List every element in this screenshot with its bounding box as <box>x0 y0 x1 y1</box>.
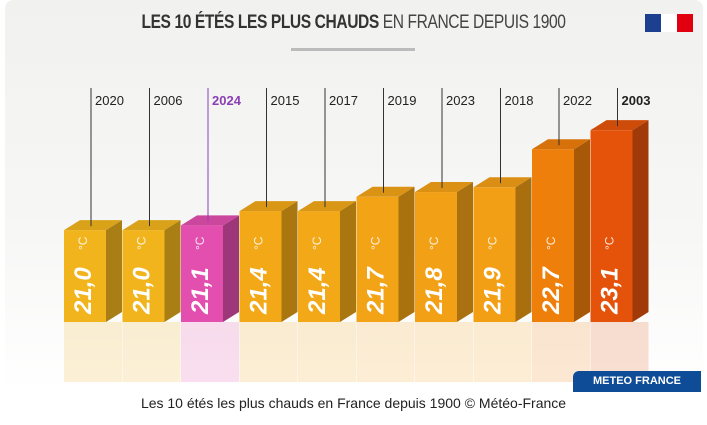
bar-front <box>590 130 633 322</box>
caption: Les 10 étés les plus chauds en France de… <box>140 395 567 411</box>
bar-reflection <box>181 322 239 382</box>
bar-2022: 2022 22,7 °C <box>532 88 592 382</box>
value-label: 23,1 <box>597 267 624 315</box>
year-label: 2020 <box>95 93 124 108</box>
bar-side <box>281 201 298 322</box>
value-label: 22,7 <box>538 266 565 315</box>
bar-side <box>223 215 239 322</box>
unit-label: °C <box>135 236 149 250</box>
bar-2003: 2003 23,1 °C <box>590 88 651 382</box>
value-label: 21,8 <box>421 267 448 315</box>
bar-top <box>590 120 649 131</box>
unit-label: °C <box>486 236 500 250</box>
bar-side <box>515 177 532 322</box>
unit-label: °C <box>193 236 207 250</box>
bar-side <box>340 201 356 322</box>
bar-front <box>64 230 106 322</box>
bar-reflection <box>356 322 415 382</box>
bar-2017: 2017 21,4 °C <box>298 88 358 382</box>
unit-label: °C <box>427 236 441 250</box>
bar-front <box>356 196 399 322</box>
bar-reflection <box>473 322 532 382</box>
unit-label: °C <box>544 236 558 250</box>
bar-top <box>181 215 239 226</box>
bar-chart: 2020 21,0 °C 2006 21,0 °C 2024 21,1 °C 2015 21,4 °C… <box>64 88 651 382</box>
bar-front <box>532 149 574 322</box>
bar-2018: 2018 21,9 °C <box>473 88 534 382</box>
bar-front <box>181 225 223 322</box>
bar-reflection <box>64 322 122 382</box>
value-label: 21,0 <box>129 267 156 315</box>
bar-side <box>574 139 590 322</box>
title-rest: EN FRANCE DEPUIS 1900 <box>378 12 566 33</box>
year-label: 2019 <box>388 93 417 108</box>
bar-reflection <box>298 322 356 382</box>
bar-reflection <box>239 322 298 382</box>
unit-label: °C <box>603 236 617 250</box>
title-divider <box>291 48 415 51</box>
year-label: 2015 <box>271 93 300 108</box>
bar-side <box>106 220 122 322</box>
bar-2015: 2015 21,4 °C <box>239 88 300 382</box>
meteo-france-badge: METEO FRANCE <box>573 371 701 392</box>
bar-top <box>239 201 298 212</box>
bar-2006: 2006 21,0 °C <box>122 88 183 382</box>
bar-front <box>239 211 282 322</box>
bar-top <box>473 177 532 188</box>
value-label: 21,4 <box>304 267 331 315</box>
bar-top <box>532 139 590 150</box>
bar-top <box>64 220 122 231</box>
bar-front <box>473 187 516 322</box>
bar-side <box>457 182 473 322</box>
year-label: 2017 <box>329 93 358 108</box>
bar-2023: 2023 21,8 °C <box>415 88 475 382</box>
bar-side <box>632 120 649 322</box>
bar-2020: 2020 21,0 °C <box>64 88 124 382</box>
title-bold: LES 10 ÉTÉS LES PLUS CHAUDS <box>141 12 379 33</box>
unit-label: °C <box>369 236 383 250</box>
year-label: 2006 <box>154 93 183 108</box>
bar-2024: 2024 21,1 °C <box>181 88 242 382</box>
year-label: 2022 <box>563 93 592 108</box>
year-label: 2023 <box>446 93 475 108</box>
bar-top <box>415 182 473 193</box>
value-label: 21,4 <box>246 267 273 315</box>
chart-title: LES 10 ÉTÉS LES PLUS CHAUDS EN FRANCE DE… <box>64 12 644 34</box>
value-label: 21,7 <box>363 266 390 315</box>
unit-label: °C <box>310 236 324 250</box>
unit-label: °C <box>76 236 90 250</box>
value-label: 21,0 <box>70 267 97 315</box>
french-republic-logo <box>645 14 693 32</box>
bar-top <box>122 220 181 231</box>
bar-reflection <box>122 322 181 382</box>
year-label: 2003 <box>622 93 651 108</box>
value-label: 21,1 <box>187 267 214 315</box>
bar-reflection <box>415 322 473 382</box>
year-label: 2024 <box>212 93 242 108</box>
unit-label: °C <box>252 236 266 250</box>
bar-front <box>122 230 165 322</box>
bar-side <box>398 186 415 322</box>
bar-top <box>298 201 356 212</box>
bar-side <box>164 220 181 322</box>
value-label: 21,9 <box>480 267 507 315</box>
year-label: 2018 <box>505 93 534 108</box>
bar-2019: 2019 21,7 °C <box>356 88 417 382</box>
bar-front <box>298 211 340 322</box>
bar-top <box>356 186 415 197</box>
bar-front <box>415 192 457 322</box>
